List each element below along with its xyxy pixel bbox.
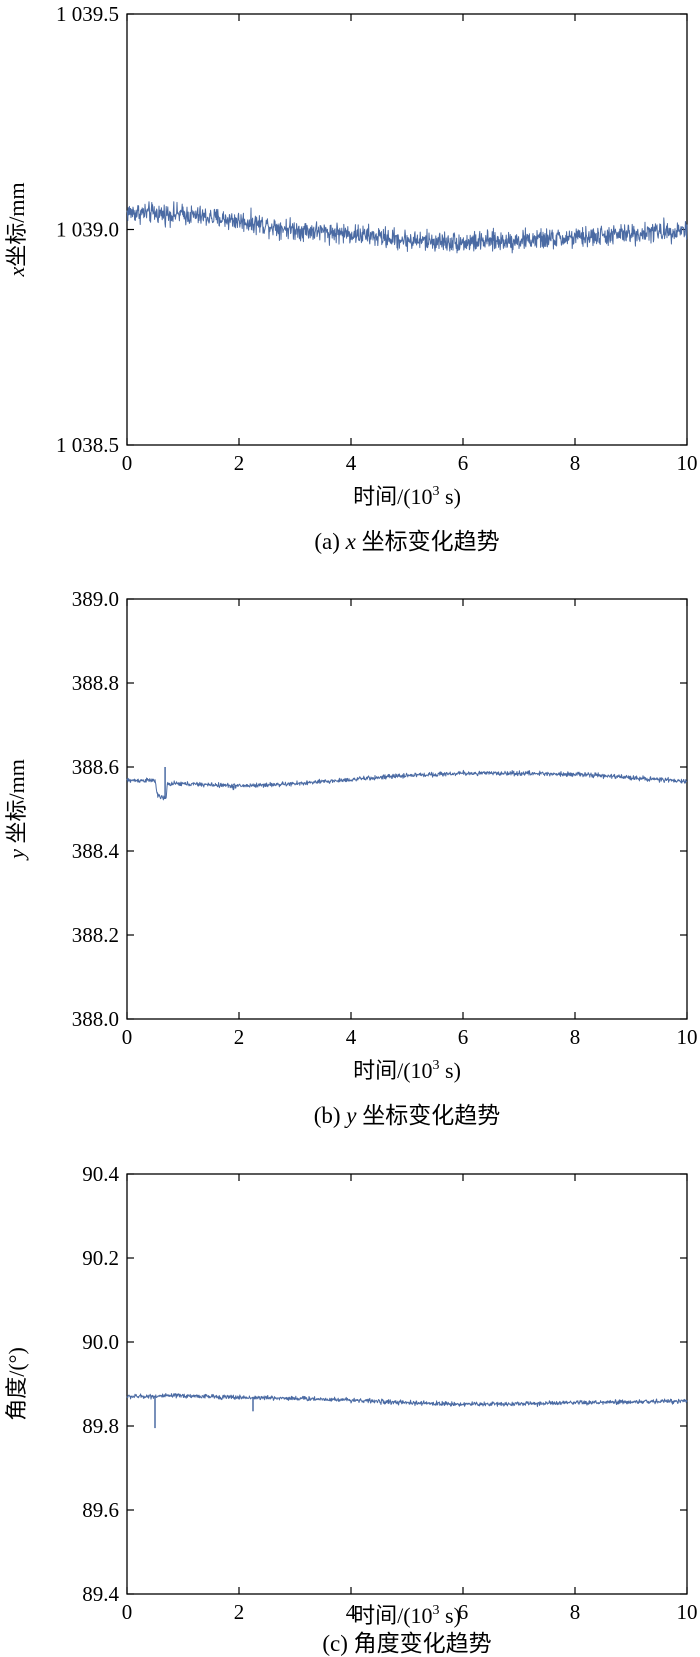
panel-a: 1 038.5 1 039.0 1 039.5 0 2 4 6 8 10 x坐标/mm 时间/… (4, 2, 698, 554)
y-tick-label: 90.4 (82, 1162, 119, 1186)
y-tick-label: 388.0 (72, 1007, 119, 1031)
y-tick-label: 388.2 (72, 923, 119, 947)
y-axis-label-a: x坐标/mm (4, 182, 29, 277)
x-tick-label: 8 (570, 1025, 581, 1049)
x-axis-label-c: 时间/(103 s) (353, 1603, 461, 1628)
x-tick-label: 6 (458, 1025, 469, 1049)
x-tick-label: 0 (122, 451, 133, 475)
spikes-c (154, 1396, 254, 1429)
x-axis-label-a: 时间/(103 s) (353, 484, 461, 509)
y-axis-label-b: y 坐标/mm (4, 759, 29, 861)
y-ticks-b: 388.0 388.2 388.4 388.6 388.8 389.0 (72, 587, 687, 1031)
y-tick-label: 90.2 (82, 1246, 119, 1270)
spikes-b (164, 767, 235, 799)
plot-frame-a (126, 13, 688, 446)
x-tick-label: 0 (122, 1600, 133, 1624)
x-tick-label: 10 (677, 1600, 698, 1624)
y-tick-label: 389.0 (72, 587, 119, 611)
y-axis-label-c: 角度/(°) (4, 1347, 29, 1421)
x-tick-label: 2 (234, 451, 245, 475)
plot-frame-b (126, 598, 688, 1020)
x-tick-label: 10 (677, 451, 698, 475)
caption-b: (b) y 坐标变化趋势 (314, 1103, 501, 1128)
x-tick-label: 6 (458, 451, 469, 475)
x-tick-label: 4 (346, 451, 357, 475)
panel-b: 388.0 388.2 388.4 388.6 388.8 389.0 0 2 4 6 8 10 y… (4, 587, 698, 1128)
y-tick-label: 1 039.5 (56, 2, 119, 26)
y-tick-label: 89.4 (82, 1582, 119, 1606)
x-ticks-b: 0 2 4 6 8 10 (122, 599, 698, 1049)
y-tick-label: 89.6 (82, 1498, 119, 1522)
caption-c: (c) 角度变化趋势 (322, 1631, 491, 1656)
series-line-a (126, 201, 688, 254)
caption-a: (a) x 坐标变化趋势 (314, 529, 499, 554)
y-tick-label: 388.8 (72, 671, 119, 695)
x-tick-label: 6 (458, 1600, 469, 1624)
x-tick-label: 0 (122, 1025, 133, 1049)
x-tick-label: 2 (234, 1600, 245, 1624)
y-tick-label: 388.6 (72, 755, 119, 779)
plot-frame-c (126, 1173, 688, 1595)
y-ticks-a: 1 038.5 1 039.0 1 039.5 (56, 2, 687, 457)
y-tick-label: 1 039.0 (56, 218, 119, 242)
y-ticks-c: 89.4 89.6 89.8 90.0 90.2 90.4 (82, 1162, 687, 1606)
x-tick-label: 8 (570, 1600, 581, 1624)
x-ticks-c: 0 2 4 6 8 10 (122, 1174, 698, 1624)
x-ticks-a: 0 2 4 6 8 10 (122, 14, 698, 475)
x-tick-label: 4 (346, 1600, 357, 1624)
y-tick-label: 1 038.5 (56, 433, 119, 457)
series-line-b (126, 769, 688, 801)
y-tick-label: 388.4 (72, 839, 120, 863)
x-tick-label: 4 (346, 1025, 357, 1049)
series-line-c (126, 1392, 688, 1408)
x-tick-label: 8 (570, 451, 581, 475)
x-axis-label-b: 时间/(103 s) (353, 1058, 461, 1083)
panel-c: 89.489.689.890.090.290.4 0 2 4 6 8 10 角度/(°) … (4, 1162, 698, 1656)
y-tick-label: 90.0 (82, 1330, 119, 1354)
x-tick-label: 2 (234, 1025, 245, 1049)
y-tick-label: 89.8 (82, 1414, 119, 1438)
x-tick-label: 10 (677, 1025, 698, 1049)
